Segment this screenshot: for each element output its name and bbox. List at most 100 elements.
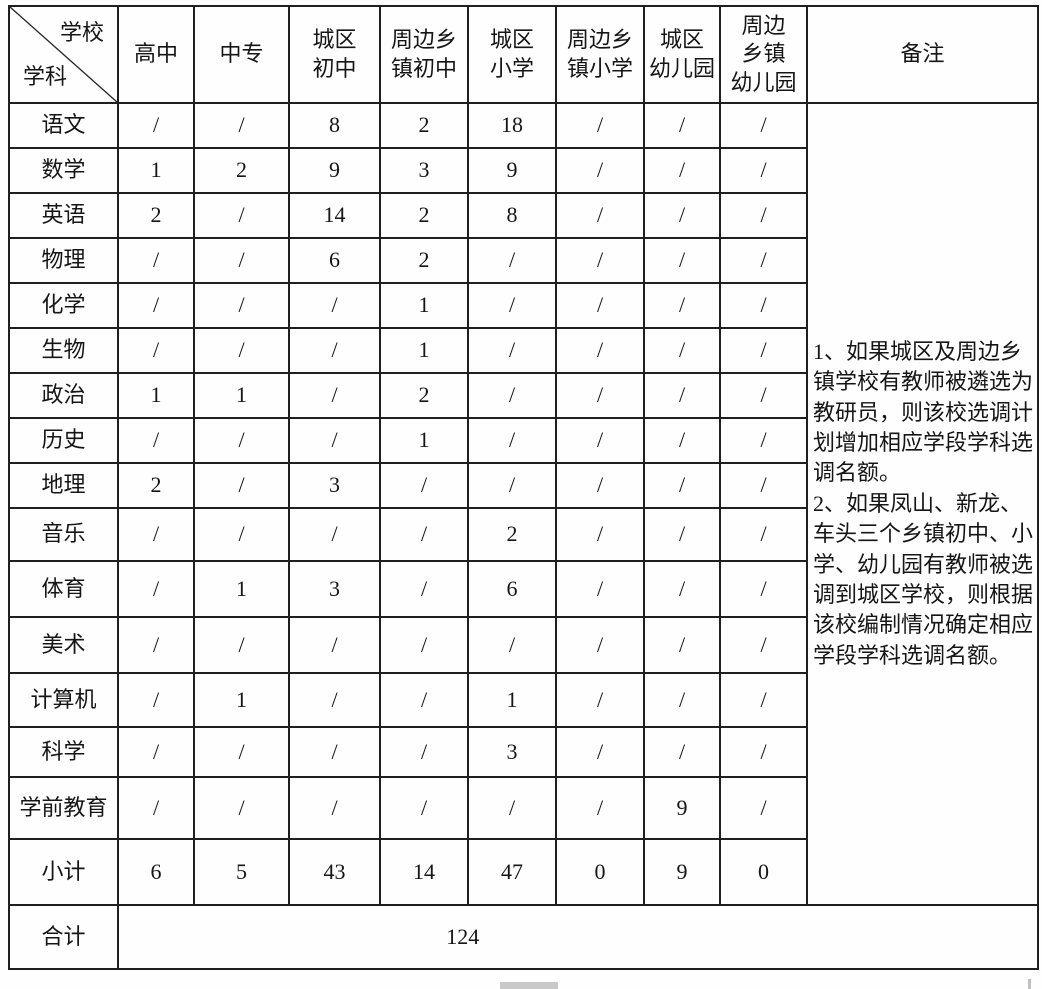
value-cell: / — [117, 672, 195, 728]
value-cell: / — [555, 192, 645, 239]
row-label: 小计 — [8, 838, 119, 906]
value-cell: / — [379, 726, 469, 778]
row-label: 化学 — [8, 282, 119, 329]
column-header-xiangzhen-chuzhong: 周边乡 镇初中 — [379, 5, 469, 104]
subject-row: 数学 1 2 9 3 9// / — [8, 147, 1038, 194]
value-cell: / — [643, 102, 721, 149]
row-label: 地理 — [8, 462, 119, 509]
value-cell: 2 — [379, 237, 469, 284]
value-cell: / — [719, 507, 808, 562]
subject-row: 音乐 / / //2// / — [8, 507, 1038, 562]
value-cell: 14 — [288, 192, 381, 239]
value-cell: / — [643, 726, 721, 778]
value-cell: / — [379, 672, 469, 728]
value-cell: 43 — [288, 838, 381, 906]
subject-row: 英语 2/14 2 8// / — [8, 192, 1038, 239]
subject-row: 化学 / //1// / / — [8, 282, 1038, 329]
value-cell: / — [643, 237, 721, 284]
value-cell: 6 — [117, 838, 195, 906]
value-cell: / — [117, 237, 195, 284]
value-cell: / — [193, 462, 290, 509]
value-cell: / — [193, 327, 290, 374]
value-cell: / — [193, 507, 290, 562]
value-cell: / — [643, 417, 721, 464]
value-cell: 2 — [117, 462, 195, 509]
value-cell: / — [288, 616, 381, 674]
value-cell: / — [719, 102, 808, 149]
row-label: 物理 — [8, 237, 119, 284]
value-cell: 9 — [467, 147, 557, 194]
header-row: 学校 学科 高中 中专 城区 初中 周边乡 镇初中 城区 小学 周边乡 镇小学 … — [8, 5, 1039, 104]
subtotal-row: 小计 6 5 43 14 47 0 9 0 — [8, 838, 1038, 906]
value-cell: / — [193, 776, 290, 840]
value-cell: / — [555, 726, 645, 778]
value-cell: / — [193, 237, 290, 284]
value-cell: / — [288, 282, 381, 329]
value-cell: 2 — [379, 192, 469, 239]
value-cell: / — [555, 462, 645, 509]
value-cell: / — [555, 282, 645, 329]
value-cell: / — [643, 560, 721, 618]
value-cell: / — [467, 462, 557, 509]
value-cell: / — [555, 372, 645, 419]
value-cell: 0 — [719, 838, 808, 906]
value-cell: / — [719, 282, 808, 329]
value-cell: / — [117, 560, 195, 618]
value-cell: 1 — [379, 282, 469, 329]
value-cell: / — [643, 462, 721, 509]
value-cell: / — [719, 192, 808, 239]
value-cell: 2 — [193, 147, 290, 194]
value-cell: 1 — [379, 417, 469, 464]
total-value: 124 — [446, 923, 480, 949]
value-cell: / — [643, 616, 721, 674]
row-label: 数学 — [8, 147, 119, 194]
value-cell: 1 — [117, 372, 195, 419]
value-cell: 18 — [467, 102, 557, 149]
value-cell: 9 — [643, 776, 721, 840]
value-cell: / — [467, 237, 557, 284]
value-cell: / — [467, 372, 557, 419]
subject-row: 语文 //8 2 18///1、如果城区及周边乡镇学校有教师被遴选为教研员，则该校选调… — [8, 102, 1039, 906]
corner-cell: 学校 学科 — [8, 5, 119, 104]
value-cell: / — [555, 417, 645, 464]
value-cell: / — [379, 560, 469, 618]
row-label: 学前教育 — [8, 776, 119, 840]
subject-row: 生物 / //1// / / — [8, 327, 1038, 374]
row-label: 体育 — [8, 560, 119, 618]
diagonal-line — [10, 7, 117, 102]
value-cell: / — [193, 616, 290, 674]
value-cell: / — [719, 327, 808, 374]
value-cell: 1 — [193, 560, 290, 618]
value-cell: / — [193, 102, 290, 149]
value-cell: 3 — [288, 560, 381, 618]
value-cell: 14 — [379, 838, 469, 906]
value-cell: / — [719, 672, 808, 728]
value-cell: / — [719, 726, 808, 778]
column-header-chengqu-chuzhong: 城区 初中 — [288, 5, 381, 104]
row-label: 英语 — [8, 192, 119, 239]
value-cell: / — [467, 776, 557, 840]
value-cell: / — [288, 776, 381, 840]
value-cell: / — [117, 282, 195, 329]
value-cell: / — [193, 726, 290, 778]
value-cell: / — [193, 417, 290, 464]
value-cell: / — [467, 417, 557, 464]
value-cell: / — [379, 462, 469, 509]
value-cell: / — [719, 417, 808, 464]
column-header-zhongzhuan: 中专 — [193, 5, 290, 104]
value-cell: 1 — [467, 672, 557, 728]
total-value-cell: 124 — [117, 904, 1039, 970]
value-cell: 2 — [379, 102, 469, 149]
value-cell: / — [193, 282, 290, 329]
value-cell: / — [288, 726, 381, 778]
subject-row: 政治 1 1/2// / / — [8, 372, 1038, 419]
value-cell: 1 — [379, 327, 469, 374]
value-cell: 6 — [288, 237, 381, 284]
total-label: 合计 — [8, 904, 119, 970]
value-cell: / — [467, 616, 557, 674]
subject-row: 美术 / / / / / / / / — [8, 616, 1038, 674]
value-cell: / — [379, 507, 469, 562]
value-cell: / — [117, 327, 195, 374]
value-cell: / — [467, 327, 557, 374]
value-cell: / — [555, 776, 645, 840]
